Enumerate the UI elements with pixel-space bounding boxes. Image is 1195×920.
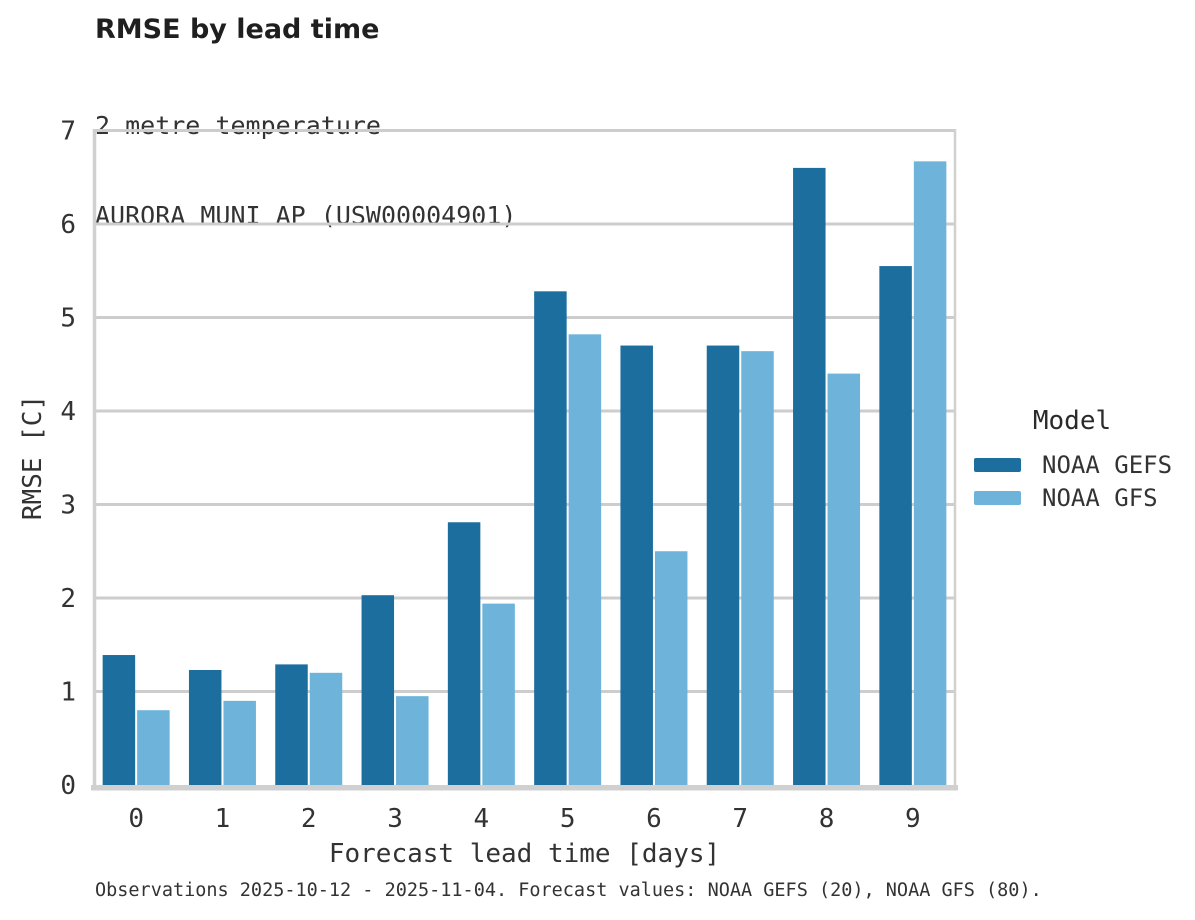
bar-noaa-gefs-lead-3 xyxy=(361,595,395,785)
legend-title: Model xyxy=(1032,406,1112,436)
legend-item-noaa-gefs: NOAA GEFS xyxy=(974,448,1179,481)
x-tick-label-2: 2 xyxy=(301,804,317,834)
bar-noaa-gfs-lead-0 xyxy=(137,710,170,785)
bar-noaa-gfs-lead-1 xyxy=(223,700,256,785)
legend-swatch-gefs-icon xyxy=(974,457,1021,472)
x-tick-label-5: 5 xyxy=(560,804,576,834)
legend-item-noaa-gfs: NOAA GFS xyxy=(974,481,1179,514)
bar-noaa-gfs-lead-3 xyxy=(396,696,429,785)
bar-noaa-gfs-lead-7 xyxy=(741,351,774,785)
bar-noaa-gfs-lead-9 xyxy=(913,161,947,786)
chart-subtitle-variable: 2 metre temperature xyxy=(95,111,381,140)
x-tick-label-0: 0 xyxy=(128,804,144,834)
bar-noaa-gfs-lead-2 xyxy=(309,672,343,785)
y-tick-label-5: 5 xyxy=(60,304,76,334)
bar-noaa-gefs-lead-7 xyxy=(706,345,740,785)
bar-noaa-gefs-lead-2 xyxy=(275,664,308,785)
chart-title: RMSE by lead time xyxy=(95,14,380,45)
bar-noaa-gfs-lead-4 xyxy=(482,603,515,785)
y-tick-label-7: 7 xyxy=(60,117,76,147)
bar-noaa-gfs-lead-5 xyxy=(568,334,602,785)
bar-noaa-gefs-lead-9 xyxy=(879,266,912,785)
legend-swatch-gfs-icon xyxy=(974,490,1021,505)
x-tick-label-7: 7 xyxy=(732,804,748,834)
bar-noaa-gefs-lead-6 xyxy=(620,345,653,785)
x-axis-label: Forecast lead time [days] xyxy=(329,839,720,869)
bar-noaa-gefs-lead-5 xyxy=(534,291,567,785)
y-tick-label-2: 2 xyxy=(60,584,76,614)
y-axis-label: RMSE [C] xyxy=(18,395,48,520)
bar-noaa-gefs-lead-4 xyxy=(447,522,481,785)
legend-label-gefs: NOAA GEFS xyxy=(1042,450,1173,479)
bar-noaa-gefs-lead-8 xyxy=(793,167,826,785)
y-tick-label-6: 6 xyxy=(60,210,76,240)
footer-caption: Observations 2025-10-12 - 2025-11-04. Fo… xyxy=(95,880,1042,901)
y-tick-label-3: 3 xyxy=(60,491,76,521)
x-tick-label-1: 1 xyxy=(215,804,231,834)
x-tick-label-9: 9 xyxy=(905,804,921,834)
bar-noaa-gfs-lead-6 xyxy=(654,551,688,785)
legend-label-gfs: NOAA GFS xyxy=(1042,483,1158,512)
bottom-spine xyxy=(91,785,958,791)
bar-noaa-gfs-lead-8 xyxy=(827,373,861,785)
x-tick-label-3: 3 xyxy=(387,804,403,834)
x-tick-label-8: 8 xyxy=(819,804,835,834)
y-tick-label-1: 1 xyxy=(60,678,76,708)
y-tick-label-4: 4 xyxy=(60,397,76,427)
bar-noaa-gefs-lead-1 xyxy=(188,669,222,785)
x-tick-label-4: 4 xyxy=(474,804,490,834)
chart-legend: Model NOAA GEFS NOAA GFS xyxy=(974,406,1179,514)
x-tick-label-6: 6 xyxy=(646,804,662,834)
bar-noaa-gefs-lead-0 xyxy=(102,655,136,785)
y-tick-label-0: 0 xyxy=(60,771,76,801)
